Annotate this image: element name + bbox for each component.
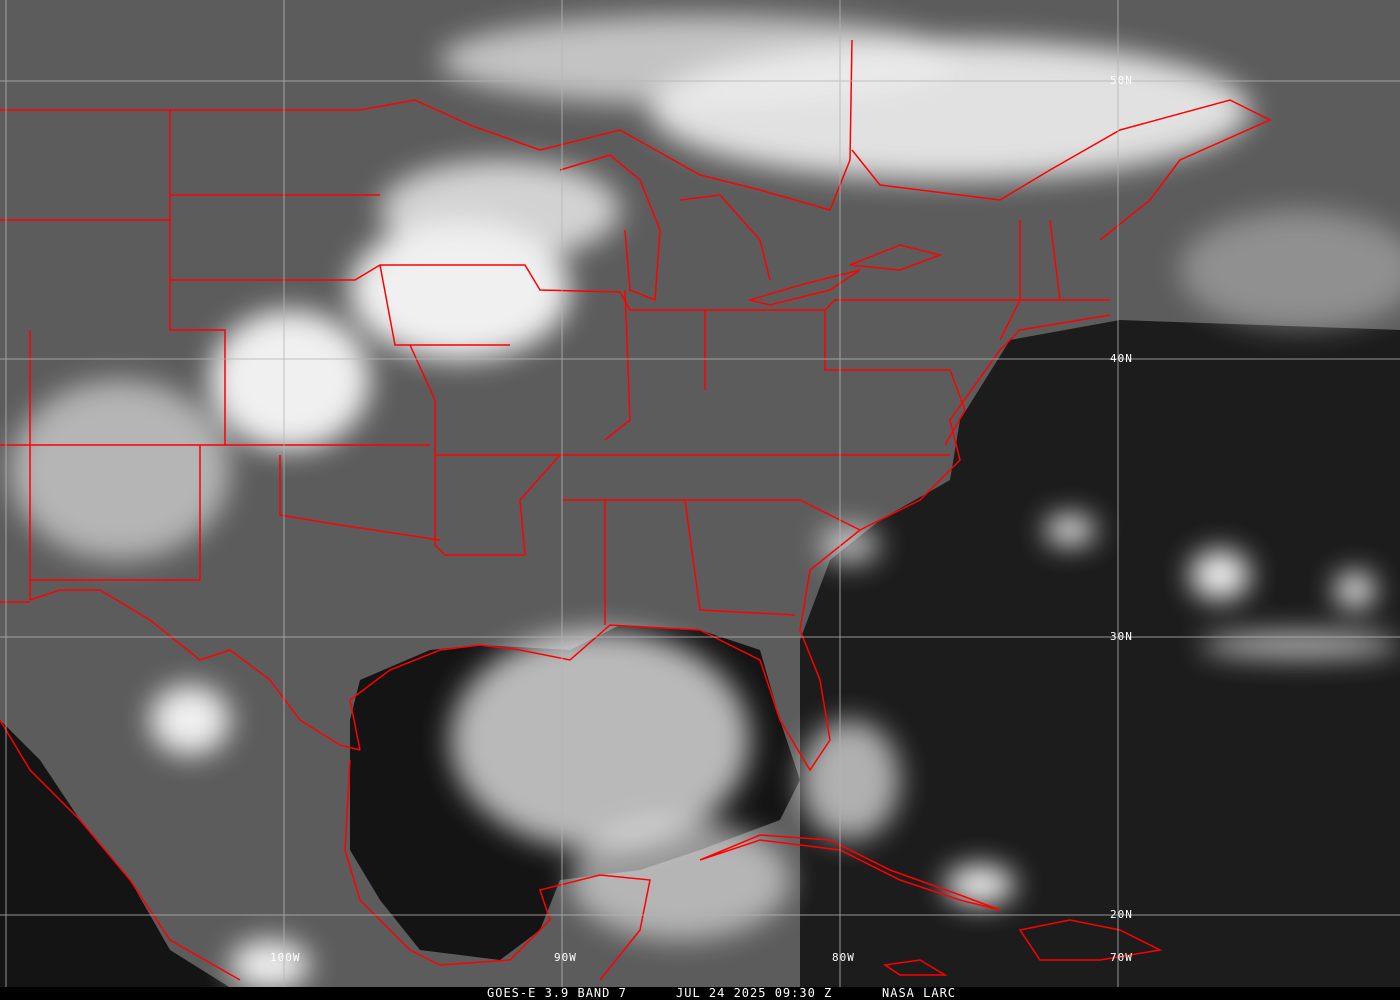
lon-label-100w: 100W [270,951,301,964]
atlantic-ocean [800,320,1400,1000]
state-lines [0,110,1110,625]
lon-label-80w: 80W [832,951,855,964]
cuba [699,834,1001,911]
political-boundaries [0,39,1272,981]
jamaica [882,959,948,976]
satellite-band-label: GOES-E 3.9 BAND 7 [487,986,627,1000]
lat-label-50n: 50N [1110,74,1133,87]
lon-label-90w: 90W [554,951,577,964]
lat-label-20n: 20N [1110,908,1133,921]
us-canada-border [0,39,1272,241]
lat-label-40n: 40N [1110,352,1133,365]
lat-label-30n: 30N [1110,630,1133,643]
hispaniola [1018,919,1163,961]
mexico-border [29,589,361,751]
pacific-ocean [0,720,250,1000]
credit-label: NASA LARC [882,986,957,1000]
timestamp-label: JUL 24 2025 09:30 Z [676,986,833,1000]
cloud-layer [10,15,1400,990]
caption-bar: GOES-E 3.9 BAND 7 JUL 24 2025 09:30 Z NA… [0,987,1400,1000]
gulf-coast [0,314,1111,981]
great-lakes [559,154,943,306]
lon-label-70w: 70W [1110,951,1133,964]
